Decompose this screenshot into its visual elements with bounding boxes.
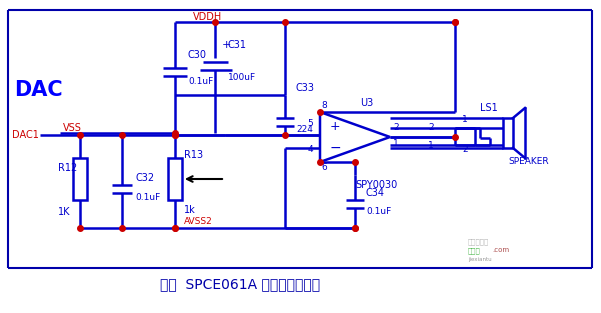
Text: 2: 2 <box>428 124 434 132</box>
Text: 5: 5 <box>307 120 313 129</box>
Text: −: − <box>330 141 341 155</box>
Text: 0.1uF: 0.1uF <box>135 193 160 203</box>
Text: 100uF: 100uF <box>228 74 256 83</box>
Text: 1K: 1K <box>58 207 70 217</box>
Text: C31: C31 <box>228 40 247 50</box>
Text: +: + <box>330 121 341 134</box>
Text: 224: 224 <box>296 126 313 135</box>
Text: .com: .com <box>492 247 509 253</box>
Text: 接线图: 接线图 <box>468 247 481 254</box>
Text: +: + <box>222 40 231 50</box>
Text: 2: 2 <box>462 146 468 155</box>
Text: LS1: LS1 <box>480 103 498 113</box>
Text: C33: C33 <box>296 83 315 93</box>
Text: VDDH: VDDH <box>193 12 222 22</box>
Text: AVSS2: AVSS2 <box>184 218 213 227</box>
Text: 4: 4 <box>307 145 313 153</box>
Text: 图七  SPCE061A 音频输出电路图: 图七 SPCE061A 音频输出电路图 <box>160 277 320 291</box>
Text: R13: R13 <box>184 150 203 160</box>
Text: SPY0030: SPY0030 <box>355 180 397 190</box>
Text: DAC: DAC <box>14 80 63 100</box>
Text: C32: C32 <box>135 173 154 183</box>
Text: SPEAKER: SPEAKER <box>508 157 549 167</box>
Text: DAC1: DAC1 <box>12 130 39 140</box>
Text: R12: R12 <box>58 163 78 173</box>
Text: 6: 6 <box>321 163 327 172</box>
Text: 电子发烧友: 电子发烧友 <box>468 238 489 244</box>
Text: 0.1uF: 0.1uF <box>188 78 213 86</box>
Text: 1k: 1k <box>184 205 196 215</box>
Text: 1: 1 <box>428 141 434 150</box>
Text: jiexiantu: jiexiantu <box>468 257 492 262</box>
Text: 2: 2 <box>393 124 398 132</box>
Text: C34: C34 <box>366 188 385 198</box>
Text: U3: U3 <box>360 98 373 108</box>
Text: 8: 8 <box>321 101 327 110</box>
Text: 0.1uF: 0.1uF <box>366 208 391 217</box>
Text: 1: 1 <box>462 115 468 125</box>
Text: C30: C30 <box>188 50 207 60</box>
Text: VSS: VSS <box>63 123 82 133</box>
Text: 1: 1 <box>393 140 398 148</box>
